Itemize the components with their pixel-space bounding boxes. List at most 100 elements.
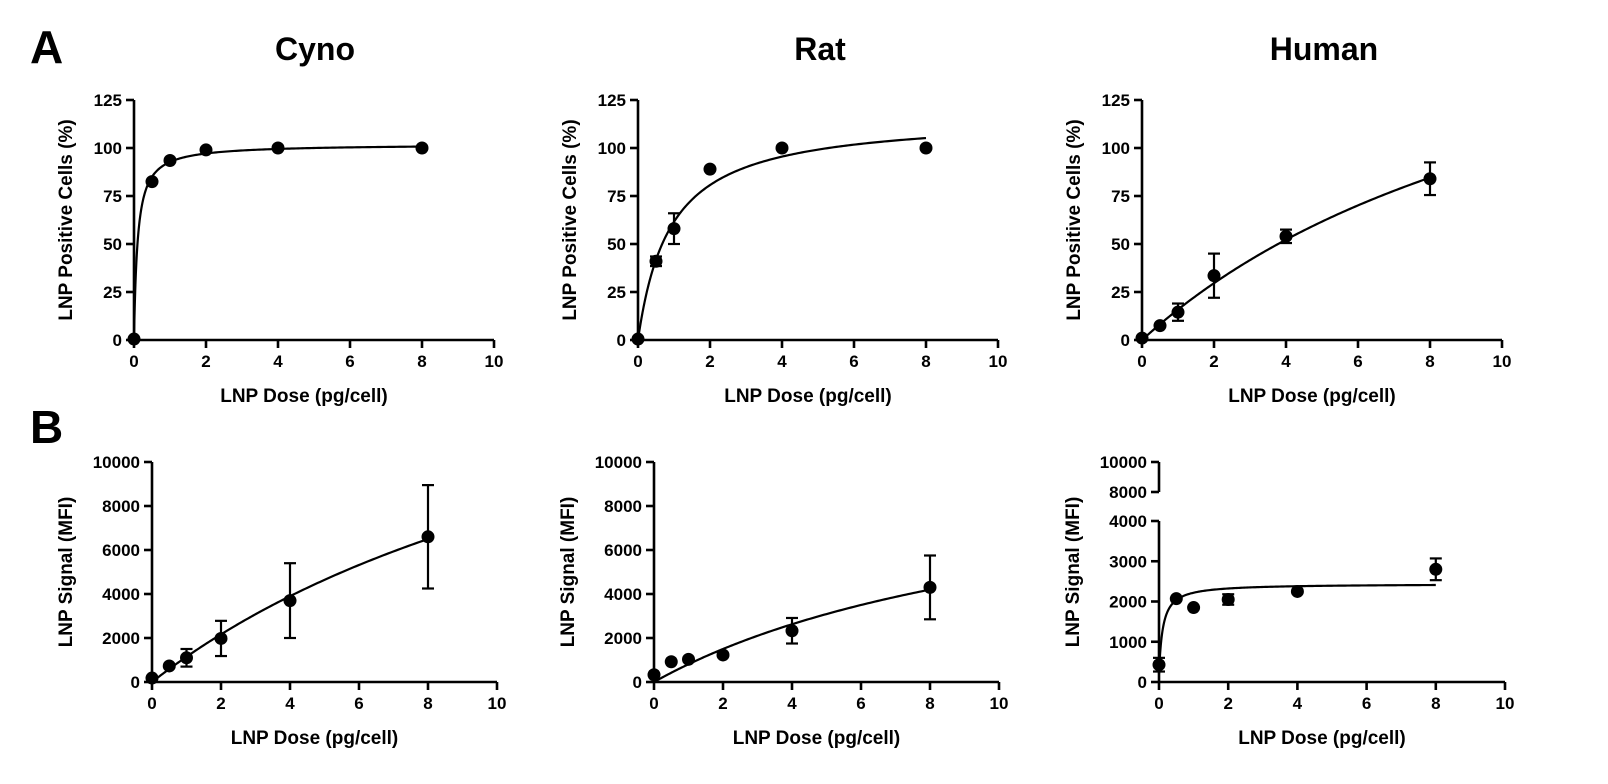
x-tick-label: 6	[856, 694, 865, 713]
chart-B-cyno: 0 2 4 6 8 10 0 2000 4000 6000 8000 10000 LNP Dose (p…	[56, 453, 506, 749]
data-point	[1187, 601, 1201, 615]
data-point	[162, 659, 176, 673]
x-tick-label: 8	[417, 352, 426, 371]
data-point	[649, 254, 663, 268]
x-tick-label: 8	[1425, 352, 1434, 371]
data-point	[1153, 319, 1167, 333]
x-tick-label: 0	[649, 694, 658, 713]
chart-B-human: 0 2 4 6 8 10 0 1000 2000 3000 4000 8000 10000 LNP Dos…	[1063, 453, 1514, 749]
y-axis-label: LNP Positive Cells (%)	[560, 119, 581, 320]
data-point	[631, 332, 645, 346]
y-tick-label: 8000	[1109, 483, 1147, 502]
panel-label-a: A	[30, 21, 63, 73]
data-point	[1429, 562, 1443, 576]
x-tick-label: 2	[216, 694, 225, 713]
y-tick-label: 75	[607, 187, 626, 206]
y-tick-label: 10000	[1100, 453, 1147, 472]
data-point	[1221, 592, 1235, 606]
data-point	[919, 141, 933, 155]
data-point	[923, 580, 937, 594]
y-tick-label: 0	[617, 331, 626, 350]
x-tick-label: 6	[345, 352, 354, 371]
x-tick-label: 0	[129, 352, 138, 371]
y-tick-label: 10000	[93, 453, 140, 472]
data-point	[1135, 331, 1149, 345]
x-tick-label: 8	[925, 694, 934, 713]
data-point	[1290, 584, 1304, 598]
x-tick-label: 4	[285, 694, 295, 713]
x-tick-label: 6	[354, 694, 363, 713]
x-axis-label: LNP Dose (pg/cell)	[220, 386, 388, 407]
x-tick-label: 10	[1493, 352, 1512, 371]
y-axis-label: LNP Signal (MFI)	[56, 497, 77, 648]
y-tick-label: 2000	[1109, 593, 1147, 612]
y-tick-label: 2000	[604, 629, 642, 648]
y-tick-label: 0	[1138, 673, 1147, 692]
x-tick-label: 0	[1137, 352, 1146, 371]
data-point	[145, 175, 159, 189]
x-axis-label: LNP Dose (pg/cell)	[724, 386, 892, 407]
y-tick-label: 0	[113, 331, 122, 350]
y-tick-label: 75	[1111, 187, 1130, 206]
x-tick-label: 0	[147, 694, 156, 713]
y-tick-label: 100	[94, 139, 122, 158]
y-tick-label: 8000	[604, 497, 642, 516]
x-tick-label: 0	[633, 352, 642, 371]
x-tick-label: 4	[273, 352, 283, 371]
chart-B-rat: 0 2 4 6 8 10 0 2000 4000 6000 8000 10000 LNP Dose (p…	[558, 453, 1008, 749]
x-tick-label: 0	[1154, 694, 1163, 713]
data-point	[1171, 305, 1185, 319]
data-point	[1169, 592, 1183, 606]
x-tick-label: 4	[1281, 352, 1291, 371]
panel-label-b: B	[30, 401, 63, 453]
x-tick-label: 6	[849, 352, 858, 371]
x-tick-label: 10	[485, 352, 504, 371]
data-point	[664, 655, 678, 669]
y-tick-label: 125	[1102, 91, 1130, 110]
y-tick-label: 25	[103, 283, 122, 302]
x-tick-label: 10	[990, 694, 1009, 713]
y-tick-label: 8000	[102, 497, 140, 516]
data-point	[421, 530, 435, 544]
fit-curve	[636, 136, 927, 341]
y-tick-label: 1000	[1109, 633, 1147, 652]
y-tick-label: 25	[607, 283, 626, 302]
x-tick-label: 2	[1223, 694, 1232, 713]
x-tick-label: 8	[1431, 694, 1440, 713]
data-point	[127, 332, 141, 346]
x-tick-label: 8	[423, 694, 432, 713]
y-tick-label: 100	[598, 139, 626, 158]
y-tick-label: 125	[94, 91, 122, 110]
data-point	[214, 631, 228, 645]
x-tick-label: 10	[488, 694, 507, 713]
fit-curve	[1141, 176, 1431, 341]
data-point	[180, 651, 193, 665]
y-tick-label: 25	[1111, 283, 1130, 302]
y-tick-label: 4000	[1109, 512, 1147, 531]
data-point	[145, 671, 159, 685]
data-point	[1423, 172, 1437, 186]
data-point	[199, 143, 213, 157]
y-tick-label: 50	[607, 235, 626, 254]
x-axis-label: LNP Dose (pg/cell)	[733, 728, 901, 749]
x-tick-label: 2	[705, 352, 714, 371]
x-tick-label: 4	[787, 694, 797, 713]
x-tick-label: 4	[1293, 694, 1303, 713]
y-tick-label: 100	[1102, 139, 1130, 158]
x-tick-label: 2	[1209, 352, 1218, 371]
y-tick-label: 50	[103, 235, 122, 254]
y-tick-label: 0	[633, 673, 642, 692]
x-tick-label: 10	[1496, 694, 1515, 713]
x-tick-label: 4	[777, 352, 787, 371]
data-point	[647, 668, 661, 682]
x-tick-label: 6	[1362, 694, 1371, 713]
y-tick-label: 4000	[604, 585, 642, 604]
y-axis-label: LNP Signal (MFI)	[558, 497, 579, 648]
y-tick-label: 0	[1121, 331, 1130, 350]
x-tick-label: 6	[1353, 352, 1362, 371]
fit-curve	[132, 145, 423, 341]
y-axis-label: LNP Positive Cells (%)	[1064, 119, 1085, 320]
